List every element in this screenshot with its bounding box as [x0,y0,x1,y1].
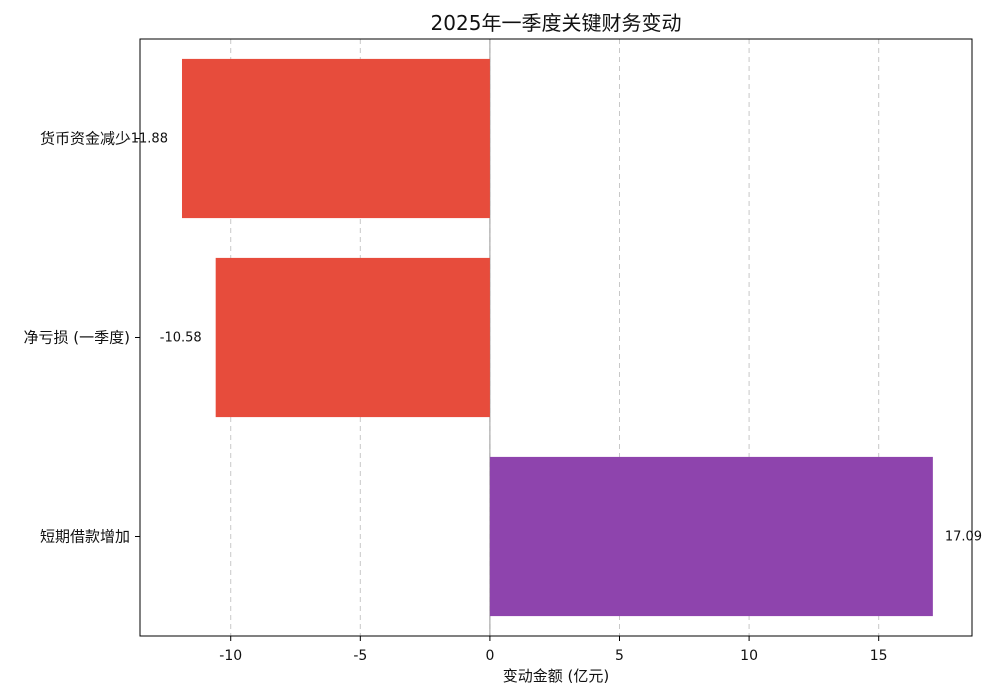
bar [215,257,490,418]
data-label: -11.88 [126,132,168,147]
bar [489,456,933,617]
x-tick-label: 5 [615,648,624,664]
x-tick-label: -10 [219,648,242,664]
category-label: 货币资金减少 [40,130,130,148]
chart-title: 2025年一季度关键财务变动 [431,11,682,35]
x-tick-label: -5 [353,648,367,664]
bar [181,58,490,219]
x-axis: -10 -5 0 5 10 15 [219,636,888,664]
category-label: 净亏损 (一季度) [24,329,130,347]
data-label: 17.09 [945,530,982,545]
data-label: -10.58 [160,331,202,346]
category-label: 短期借款增加 [40,528,130,546]
x-axis-label: 变动金额 (亿元) [503,667,609,685]
x-tick-label: 0 [485,648,494,664]
x-tick-label: 10 [740,648,758,664]
data-labels: -11.88 -10.58 17.09 [126,132,982,545]
bars [181,58,933,617]
x-tick-label: 15 [870,648,888,664]
